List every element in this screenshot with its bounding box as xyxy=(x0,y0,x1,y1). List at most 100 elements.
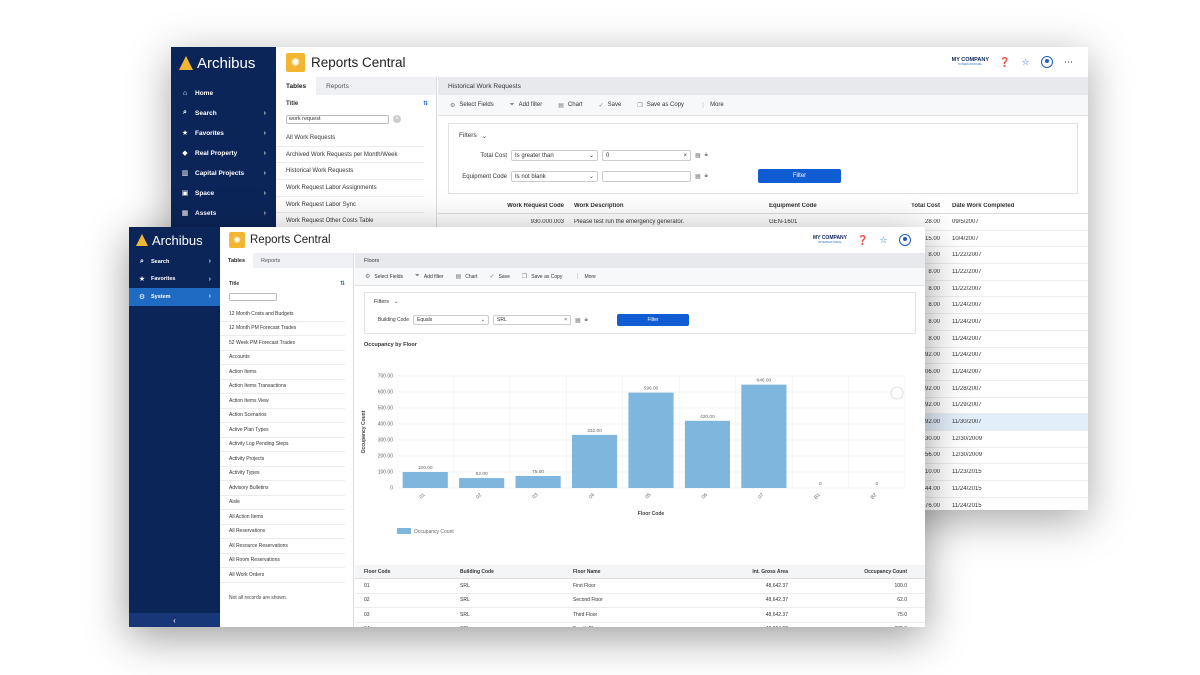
list-item[interactable]: Action Items View xyxy=(220,394,345,409)
list-item[interactable]: Historical Work Requests xyxy=(276,163,424,181)
sidebar-item-search[interactable]: ⌕ Search › xyxy=(171,103,276,123)
lock-icon[interactable]: 🔒︎ xyxy=(704,152,708,158)
sidebar-item-search[interactable]: ⌕ Search › xyxy=(129,253,220,271)
filters-toggle[interactable]: Filters ⌄ xyxy=(459,132,487,140)
list-item[interactable]: Active Plan Types xyxy=(220,423,345,438)
collapse-sidebar-button[interactable]: ‹ xyxy=(129,613,220,627)
column-header[interactable]: Equipment Code xyxy=(769,202,817,209)
calendar-icon[interactable]: ▦ xyxy=(695,174,701,180)
add-filter-button[interactable]: ⏷ Add filter xyxy=(415,273,444,280)
save-button[interactable]: ✓ Save xyxy=(599,102,622,109)
sidebar-item-capital-projects[interactable]: ▥ Capital Projects › xyxy=(171,163,276,183)
save-as-copy-button[interactable]: ❐ Save as Copy xyxy=(637,102,684,109)
user-avatar[interactable] xyxy=(899,234,911,246)
list-item[interactable]: All Resource Reservations xyxy=(220,539,345,554)
filter-value-input[interactable]: SRL × xyxy=(493,315,571,325)
filter-operator-value: Is not blank xyxy=(515,173,546,180)
title-column-header[interactable]: Title ⇅ xyxy=(220,276,353,291)
list-item[interactable]: 12 Month PM Forecast Trades xyxy=(220,322,345,336)
filter-button[interactable]: Filter xyxy=(758,169,841,183)
list-item[interactable]: Activity Log Pending Steps xyxy=(220,438,345,452)
tab-reports[interactable]: Reports xyxy=(326,82,349,90)
list-item[interactable]: Advisory Bulletins xyxy=(220,481,345,496)
more-button[interactable]: ⋮ More xyxy=(700,102,724,109)
table-row[interactable]: 01 SRL First Floor 48,642.37 100.0 xyxy=(355,579,925,594)
list-item[interactable]: Work Request Labor Assignments xyxy=(276,180,424,197)
save-button[interactable]: ✓ Save xyxy=(489,273,509,281)
tab-tables[interactable]: Tables xyxy=(276,77,317,95)
calendar-icon[interactable]: ▦ xyxy=(695,153,701,159)
chart-button[interactable]: ▤ Chart xyxy=(456,273,478,281)
list-item[interactable]: Activity Types xyxy=(220,467,345,481)
column-header[interactable]: Total Cost xyxy=(911,202,940,209)
list-item[interactable]: Archived Work Requests per Month/Week xyxy=(276,147,424,164)
help-icon[interactable]: ❓ xyxy=(999,56,1011,67)
column-header[interactable]: Occupancy Count xyxy=(864,568,907,575)
title-column-header[interactable]: Title ⇅ xyxy=(276,95,436,112)
sidebar-item-home[interactable]: ⌂ Home xyxy=(171,83,276,103)
list-item[interactable]: 52 Week PM Forecast Trades xyxy=(220,336,345,351)
list-item[interactable]: All Reservations xyxy=(220,525,345,539)
clear-icon[interactable]: × xyxy=(564,317,567,323)
sidebar-item-favorites[interactable]: ★ Favorites › xyxy=(129,271,220,289)
favorite-star-icon[interactable]: ☆ xyxy=(879,234,888,245)
chart-button[interactable]: ▤ Chart xyxy=(558,102,582,109)
filter-operator-select[interactable]: Is not blank ⌄ xyxy=(511,171,598,182)
sidebar-item-real-property[interactable]: ◆ Real Property › xyxy=(171,143,276,163)
filters-toggle[interactable]: Filters ⌄ xyxy=(374,299,399,305)
sidebar-item-assets[interactable]: ▦ Assets › xyxy=(171,203,276,223)
download-icon[interactable] xyxy=(890,386,904,400)
list-item[interactable]: All Work Requests xyxy=(276,130,424,147)
add-filter-button[interactable]: ⏷ Add filter xyxy=(510,102,543,109)
calendar-icon[interactable]: ▦ xyxy=(575,317,581,324)
tab-tables[interactable]: Tables xyxy=(220,253,254,268)
column-header[interactable]: Date Work Completed xyxy=(952,202,1015,209)
list-item[interactable]: Action Items xyxy=(220,365,345,380)
sidebar-item-favorites[interactable]: ★ Favorites › xyxy=(171,123,276,143)
filter-button[interactable]: Filter xyxy=(617,314,689,326)
list-item[interactable]: Activity Projects xyxy=(220,452,345,467)
save-as-copy-button[interactable]: ❐ Save as Copy xyxy=(522,273,563,281)
title-search-input[interactable] xyxy=(229,293,277,301)
sidebar-item-system[interactable]: ⚙ System › xyxy=(129,288,220,306)
list-item[interactable]: Action Scenarios xyxy=(220,409,345,423)
more-menu-icon[interactable]: ⋯ xyxy=(1064,56,1073,67)
more-button[interactable]: ⋮ More xyxy=(574,273,595,281)
sort-icon[interactable]: ⇅ xyxy=(422,101,428,107)
table-row[interactable]: 03 SRL Third Floor 48,642.37 75.0 xyxy=(355,608,925,623)
user-avatar[interactable] xyxy=(1041,56,1053,68)
filter-operator-select[interactable]: Equals ⌄ xyxy=(413,315,489,325)
list-item[interactable]: All Room Reservations xyxy=(220,554,345,568)
list-item[interactable]: All Work Orders xyxy=(220,568,345,583)
list-item[interactable]: Aisle xyxy=(220,496,345,510)
list-item[interactable]: Action Items Transactions xyxy=(220,380,345,394)
sort-icon[interactable]: ⇅ xyxy=(339,281,345,287)
column-header[interactable]: Floor Code xyxy=(364,568,391,575)
lock-icon[interactable]: 🔒︎ xyxy=(704,173,708,179)
column-header[interactable]: Work Description xyxy=(574,202,624,209)
filter-value-input[interactable] xyxy=(602,171,691,182)
filter-value-input[interactable]: 0 × xyxy=(602,150,691,161)
title-search-input[interactable]: work request xyxy=(286,114,389,124)
favorite-star-icon[interactable]: ☆ xyxy=(1021,56,1030,67)
sidebar-item-space[interactable]: ▣ Space › xyxy=(171,183,276,203)
list-item[interactable]: All Action Items xyxy=(220,510,345,525)
table-row[interactable]: 02 SRL Second Floor 48,642.37 62.0 xyxy=(355,594,925,608)
help-icon[interactable]: ❓ xyxy=(857,234,869,245)
tab-reports[interactable]: Reports xyxy=(261,257,281,264)
list-item[interactable]: Work Request Labor Sync xyxy=(276,197,424,214)
clear-icon[interactable]: × xyxy=(683,152,687,159)
clear-search-icon[interactable]: × xyxy=(393,115,401,123)
column-header[interactable]: Int. Gross Area xyxy=(752,568,788,575)
select-fields-button[interactable]: ⚙ Select Fields xyxy=(450,102,494,109)
select-fields-button[interactable]: ⚙ Select Fields xyxy=(365,273,403,281)
filter-operator-select[interactable]: Is greater than ⌄ xyxy=(511,150,598,161)
list-item[interactable]: 12 Month Costs and Budgets xyxy=(220,307,345,322)
lock-icon[interactable]: 🔒︎ xyxy=(584,316,588,323)
column-header[interactable]: Floor Name xyxy=(573,568,601,575)
table-row[interactable]: 76.00 11/24/2015 xyxy=(438,498,1088,510)
list-item[interactable]: Accounts xyxy=(220,351,345,365)
column-header[interactable]: Work Request Code xyxy=(507,202,564,209)
column-header[interactable]: Building Code xyxy=(460,568,494,575)
